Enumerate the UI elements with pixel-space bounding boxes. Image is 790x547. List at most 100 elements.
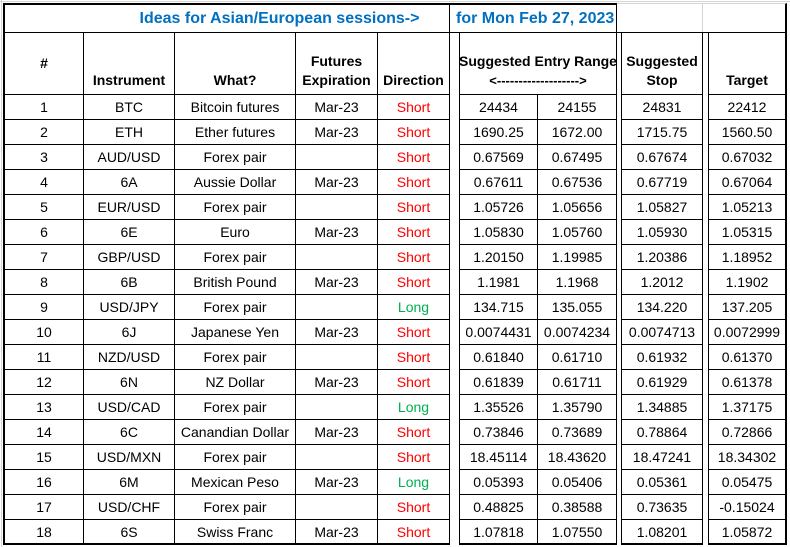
cell-target[interactable]: 0.72866 [708,420,787,445]
cell-entry-to[interactable]: 24155 [538,95,617,120]
cell-row-number[interactable]: 17 [3,495,84,520]
cell-stop[interactable]: 134.220 [621,295,703,320]
cell-entry-from[interactable]: 1.20150 [459,245,538,270]
cell-row-number[interactable]: 1 [3,95,84,120]
cell-what[interactable]: Ether futures [175,120,296,145]
header-instrument[interactable]: Instrument [84,33,175,95]
cell-expiration[interactable]: Mar-23 [296,320,378,345]
cell-target[interactable]: 137.205 [708,295,787,320]
cell-expiration[interactable]: Mar-23 [296,220,378,245]
cell-row-number[interactable]: 11 [3,345,84,370]
cell-entry-from[interactable]: 1.05726 [459,195,538,220]
cell-row-number[interactable]: 18 [3,520,84,545]
empty-cell[interactable] [703,4,785,32]
cell-instrument[interactable]: USD/CAD [84,395,175,420]
cell-entry-to[interactable]: 0.0074234 [538,320,617,345]
cell-expiration[interactable] [296,445,378,470]
cell-row-number[interactable]: 16 [3,470,84,495]
cell-direction[interactable]: Short [378,520,450,545]
cell-instrument[interactable]: 6E [84,220,175,245]
cell-row-number[interactable]: 3 [3,145,84,170]
cell-expiration[interactable] [296,395,378,420]
cell-entry-to[interactable]: 1.05760 [538,220,617,245]
cell-entry-from[interactable]: 0.05393 [459,470,538,495]
cell-direction[interactable]: Short [378,445,450,470]
cell-entry-from[interactable]: 0.73846 [459,420,538,445]
cell-expiration[interactable]: Mar-23 [296,470,378,495]
cell-direction[interactable]: Short [378,270,450,295]
cell-entry-to[interactable]: 0.73689 [538,420,617,445]
header-suggested-stop[interactable]: Suggested Stop [621,33,703,95]
cell-what[interactable]: Euro [175,220,296,245]
cell-direction[interactable]: Short [378,370,450,395]
cell-expiration[interactable] [296,295,378,320]
cell-entry-to[interactable]: 1672.00 [538,120,617,145]
cell-expiration[interactable] [296,495,378,520]
cell-expiration[interactable] [296,345,378,370]
cell-expiration[interactable]: Mar-23 [296,520,378,545]
cell-entry-from[interactable]: 1.1981 [459,270,538,295]
cell-instrument[interactable]: AUD/USD [84,145,175,170]
cell-stop[interactable]: 1.2012 [621,270,703,295]
header-entry-range[interactable]: Suggested Entry Range <-----------------… [459,33,617,95]
header-number[interactable]: # [3,33,84,95]
cell-stop[interactable]: 0.67674 [621,145,703,170]
cell-entry-to[interactable]: 0.38588 [538,495,617,520]
cell-what[interactable]: Aussie Dollar [175,170,296,195]
title-date[interactable]: for Mon Feb 27, 2023 [450,3,617,33]
cell-instrument[interactable]: 6N [84,370,175,395]
cell-row-number[interactable]: 8 [3,270,84,295]
cell-what[interactable]: Bitcoin futures [175,95,296,120]
cell-target[interactable]: 1.05315 [708,220,787,245]
cell-entry-to[interactable]: 0.61710 [538,345,617,370]
cell-entry-to[interactable]: 1.07550 [538,520,617,545]
cell-target[interactable]: 0.05475 [708,470,787,495]
cell-row-number[interactable]: 7 [3,245,84,270]
cell-what[interactable]: Canandian Dollar [175,420,296,445]
cell-entry-from[interactable]: 24434 [459,95,538,120]
cell-what[interactable]: Swiss Franc [175,520,296,545]
cell-row-number[interactable]: 10 [3,320,84,345]
cell-instrument[interactable]: 6S [84,520,175,545]
cell-target[interactable]: 1.37175 [708,395,787,420]
cell-expiration[interactable]: Mar-23 [296,370,378,395]
cell-stop[interactable]: 1.05827 [621,195,703,220]
cell-what[interactable]: Forex pair [175,145,296,170]
cell-entry-from[interactable]: 0.67611 [459,170,538,195]
cell-instrument[interactable]: 6J [84,320,175,345]
cell-stop[interactable]: 0.61929 [621,370,703,395]
cell-row-number[interactable]: 12 [3,370,84,395]
cell-entry-from[interactable]: 1.05830 [459,220,538,245]
page-title[interactable]: Ideas for Asian/European sessions-> [3,3,450,33]
cell-what[interactable]: British Pound [175,270,296,295]
cell-instrument[interactable]: BTC [84,95,175,120]
cell-entry-to[interactable]: 1.1968 [538,270,617,295]
cell-entry-to[interactable]: 0.61711 [538,370,617,395]
cell-stop[interactable]: 0.67719 [621,170,703,195]
cell-target[interactable]: 1.05872 [708,520,787,545]
cell-row-number[interactable]: 2 [3,120,84,145]
cell-row-number[interactable]: 15 [3,445,84,470]
cell-what[interactable]: Forex pair [175,345,296,370]
cell-instrument[interactable]: 6A [84,170,175,195]
cell-target[interactable]: -0.15024 [708,495,787,520]
cell-direction[interactable]: Short [378,495,450,520]
cell-entry-to[interactable]: 1.05656 [538,195,617,220]
cell-stop[interactable]: 1715.75 [621,120,703,145]
cell-direction[interactable]: Short [378,220,450,245]
cell-entry-from[interactable]: 134.715 [459,295,538,320]
cell-stop[interactable]: 1.08201 [621,520,703,545]
cell-target[interactable]: 0.67064 [708,170,787,195]
cell-expiration[interactable] [296,145,378,170]
cell-direction[interactable]: Short [378,145,450,170]
cell-what[interactable]: NZ Dollar [175,370,296,395]
cell-expiration[interactable]: Mar-23 [296,95,378,120]
cell-expiration[interactable]: Mar-23 [296,170,378,195]
cell-row-number[interactable]: 13 [3,395,84,420]
cell-instrument[interactable]: 6M [84,470,175,495]
cell-stop[interactable]: 0.61932 [621,345,703,370]
cell-direction[interactable]: Short [378,120,450,145]
cell-stop[interactable]: 0.73635 [621,495,703,520]
cell-entry-to[interactable]: 1.35790 [538,395,617,420]
cell-entry-to[interactable]: 18.43620 [538,445,617,470]
